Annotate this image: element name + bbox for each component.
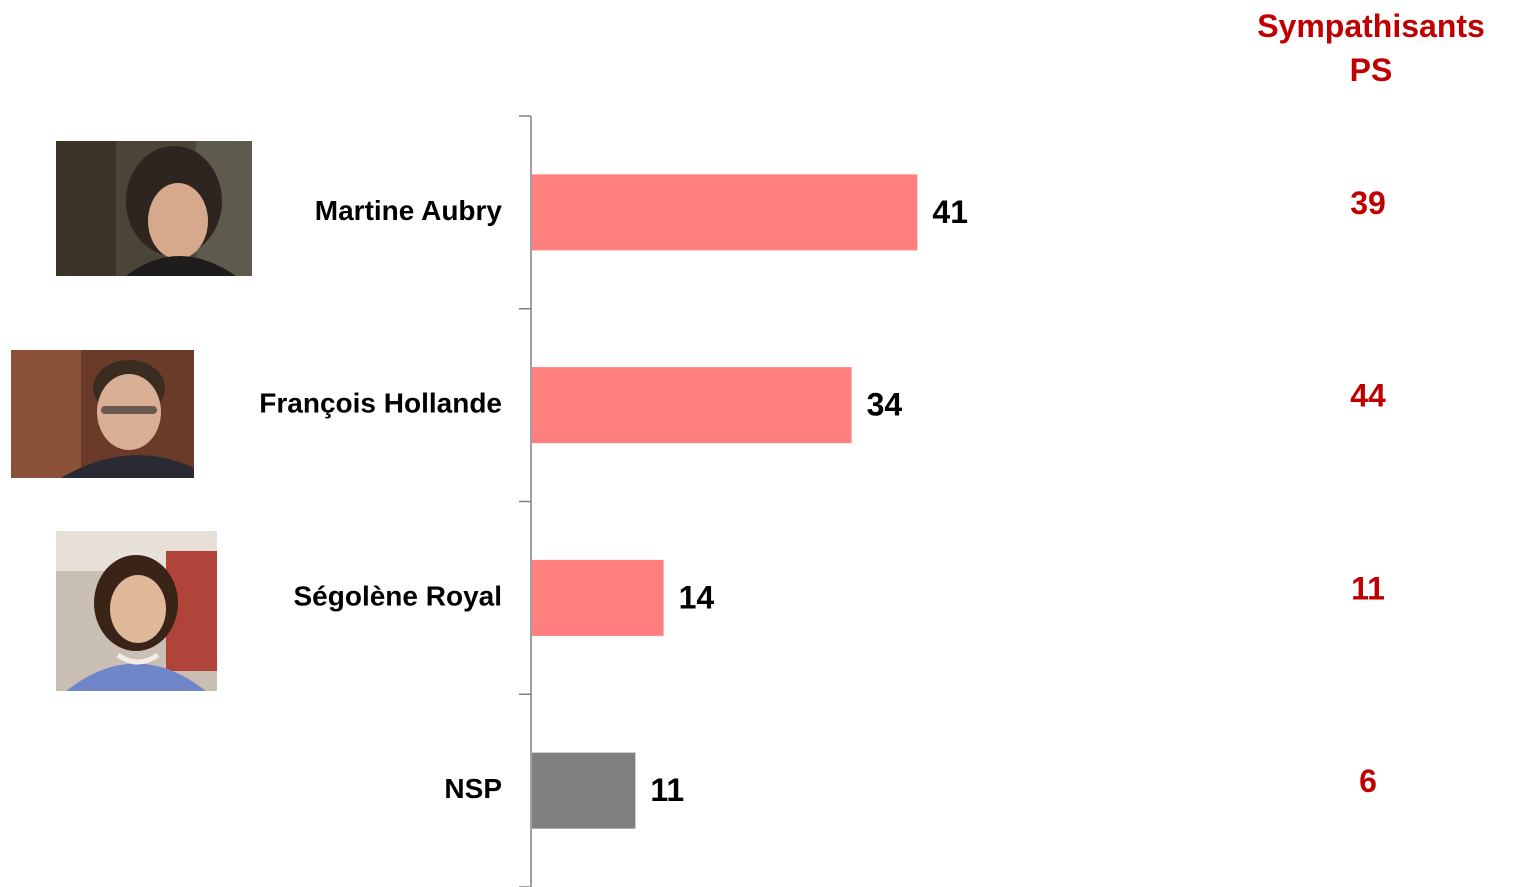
portrait-photo-icon (56, 141, 252, 276)
ps-value-label: 6 (1359, 763, 1377, 799)
bar (532, 752, 636, 829)
ps-value-label: 11 (1351, 570, 1385, 606)
category-label: Ségolène Royal (293, 580, 502, 611)
ps-column-header: Sympathisants PS (1230, 4, 1512, 92)
bar (532, 174, 918, 251)
bar (532, 559, 664, 636)
ps-value-label: 44 (1350, 378, 1386, 414)
portrait-photo-icon (56, 531, 217, 691)
ps-value-label: 39 (1350, 185, 1386, 221)
francois-hollande-photo (11, 350, 194, 478)
category-label: Martine Aubry (315, 195, 503, 226)
value-label: 14 (679, 579, 715, 615)
martine-aubry-photo (56, 141, 252, 276)
value-label: 11 (650, 772, 684, 808)
category-label: NSP (444, 773, 502, 804)
ps-header-line2: PS (1349, 52, 1393, 88)
ps-header-line1: Sympathisants (1257, 8, 1485, 44)
value-label: 41 (932, 194, 968, 230)
bar (532, 367, 852, 444)
segolene-royal-photo (56, 531, 217, 691)
value-label: 34 (867, 387, 903, 423)
portrait-photo-icon (11, 350, 194, 478)
category-label: François Hollande (259, 388, 502, 419)
